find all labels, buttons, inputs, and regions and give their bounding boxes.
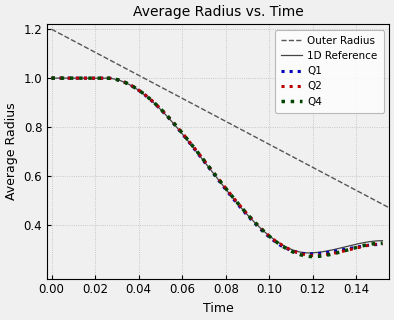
X-axis label: Time: Time xyxy=(203,302,234,315)
Q2 xyxy=(244,211,249,215)
Q1 xyxy=(108,76,112,80)
Q2 xyxy=(199,155,204,159)
Q2 xyxy=(134,87,139,91)
Line: Q1: Q1 xyxy=(52,78,383,254)
Q1 xyxy=(134,87,139,91)
Q1 xyxy=(49,76,54,80)
Line: Q2: Q2 xyxy=(52,78,383,255)
Q4 xyxy=(270,237,275,241)
1D Reference xyxy=(298,250,303,254)
1D Reference xyxy=(134,87,139,91)
1D Reference xyxy=(270,236,275,240)
Line: Q4: Q4 xyxy=(52,78,383,257)
Q2 xyxy=(312,253,316,257)
Y-axis label: Average Radius: Average Radius xyxy=(5,103,18,200)
Q1 xyxy=(298,251,303,255)
Q1 xyxy=(270,238,275,242)
Q4 xyxy=(199,155,204,159)
Q1 xyxy=(308,252,312,256)
Title: Average Radius vs. Time: Average Radius vs. Time xyxy=(133,5,303,19)
Q4 xyxy=(244,212,249,215)
1D Reference xyxy=(380,239,385,243)
Q1 xyxy=(244,212,249,216)
Q4 xyxy=(310,255,315,259)
Q1 xyxy=(380,243,385,246)
Q4 xyxy=(134,87,139,91)
Q2 xyxy=(108,76,112,80)
1D Reference xyxy=(108,76,112,80)
Line: 1D Reference: 1D Reference xyxy=(52,78,383,253)
1D Reference xyxy=(244,212,249,216)
1D Reference xyxy=(49,76,54,80)
Q4 xyxy=(49,76,54,80)
Q2 xyxy=(270,237,275,241)
Q4 xyxy=(298,253,303,257)
Q2 xyxy=(380,242,385,246)
1D Reference xyxy=(306,251,311,255)
Q4 xyxy=(108,76,112,80)
1D Reference xyxy=(199,156,204,160)
Q2 xyxy=(49,76,54,80)
Q2 xyxy=(298,252,303,256)
Legend: Outer Radius, 1D Reference, Q1, Q2, Q4: Outer Radius, 1D Reference, Q1, Q2, Q4 xyxy=(275,29,384,113)
Q4 xyxy=(380,241,385,245)
Q1 xyxy=(199,156,204,160)
